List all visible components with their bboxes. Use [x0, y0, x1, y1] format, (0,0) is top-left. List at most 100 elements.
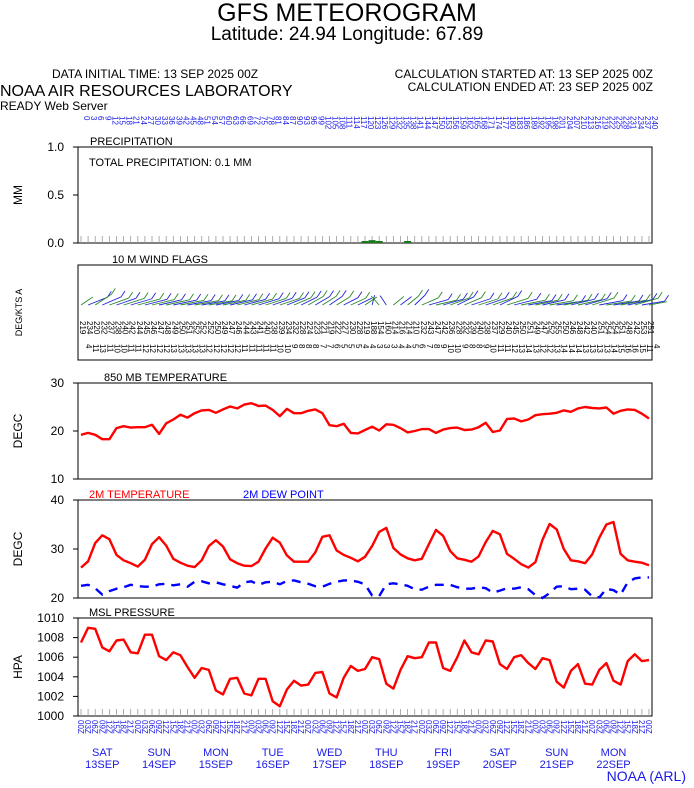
- hour-label: 0: [82, 116, 91, 121]
- wind-dir-label: 248: [163, 321, 172, 335]
- t850-title: 850 MB TEMPERATURE: [104, 372, 227, 384]
- wind-barb: [471, 298, 491, 306]
- time-label: 15Z: [339, 720, 348, 734]
- hour-label: 60: [224, 116, 233, 125]
- time-label: 21Z: [183, 720, 192, 734]
- wind-barb-flag: [322, 290, 328, 297]
- time-label: 03Z: [481, 720, 490, 734]
- time-label: 03Z: [254, 720, 263, 734]
- hour-label: 123: [373, 116, 382, 130]
- hour-label: 21: [132, 116, 141, 125]
- wind-dir-label: 243: [248, 321, 257, 335]
- wind-dir-label: 255: [554, 321, 563, 335]
- wind-barb-flag: [512, 291, 518, 299]
- time-label: 18Z: [459, 720, 468, 734]
- wind-barb: [641, 300, 665, 306]
- wind-barb: [634, 297, 659, 306]
- day-of-week-label: FRI: [434, 747, 452, 759]
- precip-ytick-label: 0.0: [47, 236, 64, 250]
- wind-speed-label: 10: [112, 344, 121, 353]
- hour-label: 51: [203, 116, 212, 125]
- wind-speed-label: 6: [333, 344, 342, 349]
- time-label: 21Z: [239, 720, 248, 734]
- wind-barb-flag: [536, 292, 542, 300]
- wind-speed-label: 13: [183, 344, 192, 353]
- time-label: 09Z: [381, 720, 390, 734]
- hour-label: 69: [245, 116, 254, 125]
- time-label: 12Z: [218, 720, 227, 734]
- time-label: 18Z: [630, 720, 639, 734]
- time-label: 03Z: [424, 720, 433, 734]
- wind-barb: [251, 298, 273, 306]
- wind-barb-flag: [159, 292, 165, 300]
- wind-barb: [151, 299, 175, 306]
- wind-speed-label: 12: [148, 344, 157, 353]
- wind-dir-label: 229: [497, 321, 506, 335]
- time-label: 06Z: [431, 720, 440, 734]
- wind-barb-flag: [638, 294, 644, 302]
- wind-barb: [499, 296, 518, 306]
- wind-speed-label: 13: [98, 344, 107, 353]
- time-label: 03Z: [310, 720, 319, 734]
- wind-barb-flag: [218, 294, 223, 301]
- wind-dir-label: 242: [128, 321, 137, 335]
- wind-speed-label: 12: [162, 344, 171, 353]
- time-label: 09Z: [97, 720, 106, 734]
- hour-label: 30: [153, 116, 162, 125]
- t2m-ytick-label: 30: [51, 542, 65, 556]
- wind-barb: [435, 299, 457, 306]
- wind-speed-label: 12: [212, 344, 221, 353]
- wind-speed-label: 7: [325, 344, 334, 349]
- precip-ytick-label: 1.0: [47, 140, 64, 154]
- wind-barb: [457, 296, 475, 306]
- t850-ytick-label: 30: [51, 376, 65, 390]
- wind-ylabel: DEG/KTS A: [14, 289, 24, 337]
- wind-barb: [215, 299, 239, 306]
- wind-barb: [563, 299, 589, 306]
- time-label: 03Z: [83, 720, 92, 734]
- wind-speed-label: 13: [602, 344, 611, 353]
- msl-title: MSL PRESSURE: [89, 607, 175, 619]
- wind-barb: [421, 297, 439, 306]
- wind-barb-flag: [278, 292, 284, 299]
- time-label: 00Z: [417, 720, 426, 734]
- wind-barb-flag: [135, 292, 141, 299]
- day-of-week-label: SAT: [92, 747, 113, 759]
- wind-speed-label: 11: [240, 344, 249, 353]
- wind-barb: [307, 296, 324, 306]
- wind-dir-label: 251: [646, 321, 655, 335]
- wind-speed-label: 8: [432, 344, 441, 349]
- hour-label: 174: [494, 116, 503, 130]
- wind-barb-flag: [468, 291, 474, 299]
- wind-speed-label: 8: [311, 344, 320, 349]
- time-label: 15Z: [566, 720, 575, 734]
- hour-label: 216: [593, 116, 602, 130]
- time-label: 09Z: [495, 720, 504, 734]
- day-of-week-label: THU: [375, 747, 398, 759]
- wind-dir-label: 246: [149, 321, 158, 335]
- wind-speed-label: 15: [617, 344, 626, 353]
- wind-barb: [300, 296, 318, 306]
- wind-speed-label: 5: [347, 344, 356, 349]
- time-label: 15Z: [396, 720, 405, 734]
- wind-barb-flag: [645, 293, 651, 301]
- wind-barb-flag: [166, 293, 172, 300]
- wind-dir-label: 219: [327, 321, 336, 335]
- wind-speed-label: 11: [134, 344, 143, 353]
- time-label: 18Z: [175, 720, 184, 734]
- wind-barb-flag: [473, 290, 479, 298]
- wind-dir-label: 242: [440, 321, 449, 335]
- wind-dir-label: 243: [426, 321, 435, 335]
- wind-speed-label: 12: [546, 344, 555, 353]
- time-label: 21Z: [410, 720, 419, 734]
- wind-speed-label: 7: [318, 344, 327, 349]
- time-label: 06Z: [374, 720, 383, 734]
- wind-barb: [265, 298, 287, 306]
- time-label: 00Z: [246, 720, 255, 734]
- time-label: 00Z: [303, 720, 312, 734]
- wind-barb: [450, 297, 470, 306]
- wind-speed-label: 12: [233, 344, 242, 353]
- wind-barb-flag: [437, 291, 443, 299]
- wind-barb: [506, 297, 529, 306]
- wind-barb: [102, 296, 122, 306]
